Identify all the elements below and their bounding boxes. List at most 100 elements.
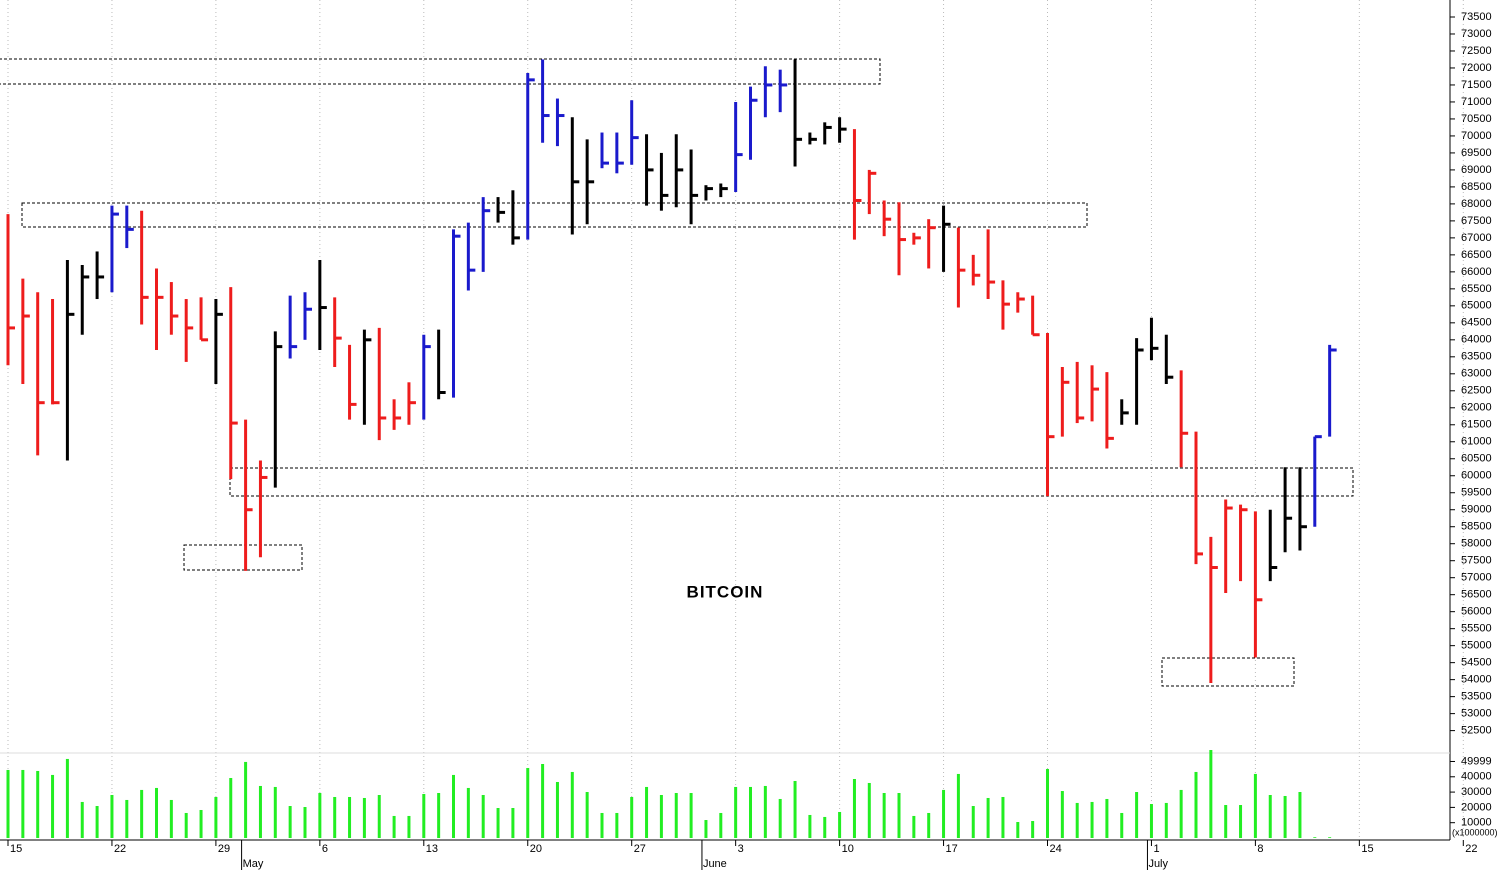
x-tick-label: 13 [426,843,438,855]
y-tick-label: 56000 [1461,606,1492,618]
volume-bar [674,793,678,838]
y-tick-label: 70000 [1461,130,1492,142]
y-tick-label: 67000 [1461,232,1492,244]
x-tick-label: 22 [114,843,126,855]
x-tick-label: 24 [1050,843,1062,855]
volume-bar [437,793,441,838]
volume-bar [1120,812,1124,838]
month-label: July [1148,858,1168,870]
volume-bar [927,812,931,838]
y-tick-label: 40000 [1461,771,1492,783]
volume-bar [749,786,752,838]
volume-bar [214,796,218,838]
y-tick-label: 55000 [1461,640,1492,652]
y-tick-label: 60500 [1461,453,1492,465]
x-tick-label: 22 [1465,843,1477,855]
y-tick-label: 65000 [1461,300,1492,312]
volume-bar [1224,805,1228,838]
volume-bar [1298,792,1302,838]
volume-bar [496,808,500,838]
volume-bar [763,785,767,838]
volume-bar [318,793,322,838]
y-tick-label: 73000 [1461,28,1492,40]
volume-bar [140,789,144,838]
volume-bar [585,792,589,838]
y-tick-label: 30000 [1461,786,1492,798]
x-tick-label: 15 [1361,843,1373,855]
volume-bar [555,781,559,838]
range-box [0,58,881,85]
volume-bar [511,808,515,838]
y-tick-label: 68500 [1461,181,1492,193]
y-tick-label: 69000 [1461,164,1492,176]
volume-bar [392,815,396,838]
y-tick-label: 49999 [1461,755,1492,767]
x-tick-label: 8 [1257,843,1263,855]
y-tick-label: 72000 [1461,62,1492,74]
volume-bar [95,806,99,838]
range-box [1161,657,1295,687]
y-tick-label: 20000 [1461,801,1492,813]
y-tick-label: 59000 [1461,504,1492,516]
y-tick-label: 62500 [1461,385,1492,397]
volume-bar [377,794,381,838]
volume-bar [1060,791,1064,838]
volume-bar [273,786,277,838]
volume-bar [719,812,723,838]
y-tick-label: 56500 [1461,589,1492,601]
volume-bar [1105,798,1109,838]
volume-bar [852,779,856,838]
volume-bar [36,770,40,838]
y-tick-label: 64000 [1461,334,1492,346]
volume-bar [942,789,946,838]
range-box [183,544,303,571]
volume-bar [793,780,797,838]
x-tick-label: 6 [322,843,328,855]
volume-bar [1031,821,1035,838]
volume-bar [1179,789,1183,838]
month-label: May [243,858,264,870]
volume-bar [1313,837,1317,838]
y-tick-label: 58500 [1461,521,1492,533]
y-tick-label: 57500 [1461,555,1492,567]
volume-bar [1149,804,1153,838]
volume-bar [867,782,871,838]
volume-bar [422,794,426,838]
y-tick-label: 54000 [1461,674,1492,686]
y-tick-label: 65500 [1461,283,1492,295]
y-tick-label: 68000 [1461,198,1492,210]
volume-bar [21,769,25,838]
volume-bar [1209,750,1213,838]
volume-bar [229,778,233,838]
y-tick-label: 70500 [1461,113,1492,125]
range-box [21,202,1088,228]
volume-bar [6,769,10,838]
y-tick-label: 59500 [1461,487,1492,499]
volume-bar [971,806,975,838]
volume-bar [199,809,203,838]
volume-bar [466,787,470,838]
volume-bar [184,812,188,838]
volume-bar [659,794,663,838]
volume-bar [823,816,827,838]
volume-bar [110,794,114,838]
volume-bar [288,806,292,838]
volume-bar [303,807,307,838]
y-tick-label: 62000 [1461,402,1492,414]
volume-bar [1164,802,1168,838]
x-tick-label: 3 [738,843,744,855]
volume-bar [244,761,248,838]
volume-bar [348,796,352,838]
y-tick-label: 72500 [1461,45,1492,57]
volume-bar [169,799,173,838]
volume-bar [689,793,693,838]
y-tick-label: 61000 [1461,436,1492,448]
y-tick-label: 67500 [1461,215,1492,227]
x-tick-label: 15 [10,843,22,855]
volume-bar [526,767,530,838]
range-box [229,467,1354,497]
volume-bar [333,796,337,838]
volume-bar [407,815,411,838]
volume-bar [1090,801,1094,838]
y-tick-label: 52500 [1461,725,1492,737]
